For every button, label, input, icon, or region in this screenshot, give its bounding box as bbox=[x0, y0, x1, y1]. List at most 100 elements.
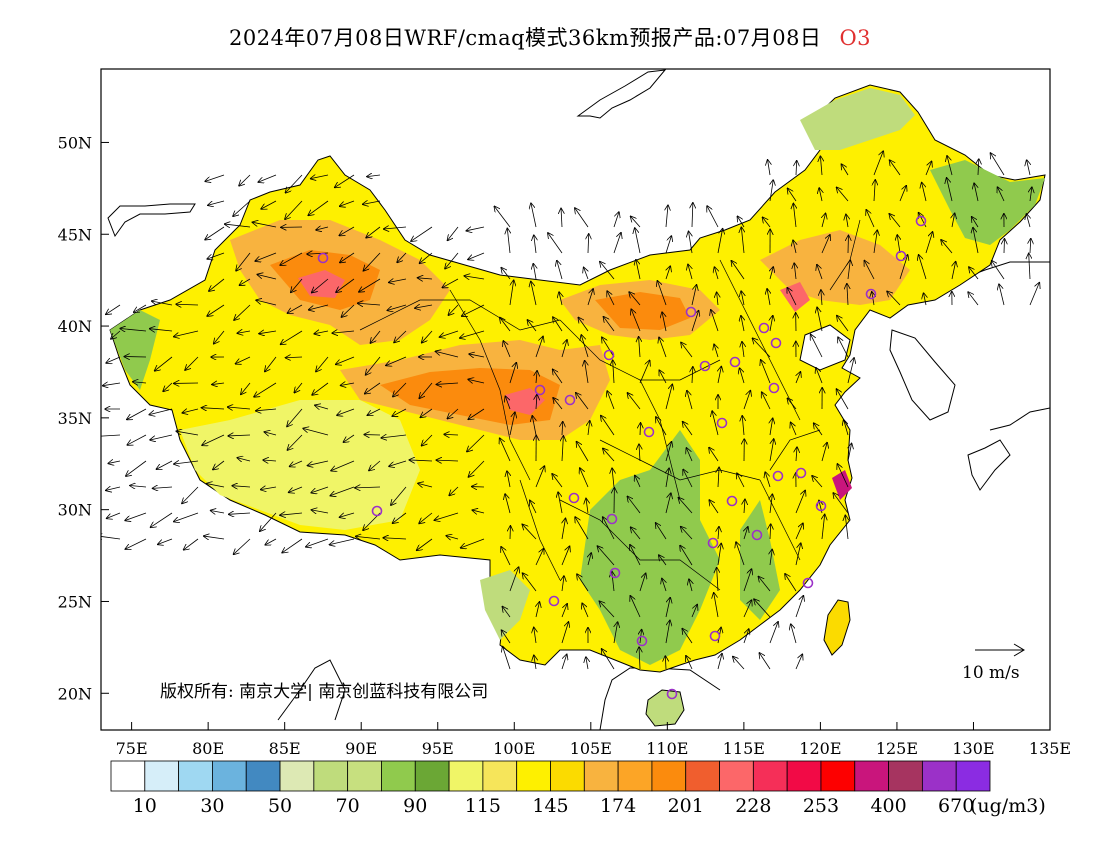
city-marker bbox=[371, 505, 383, 517]
legend-swatch bbox=[245, 760, 281, 792]
legend-swatch bbox=[719, 760, 754, 792]
wind-arrow bbox=[156, 460, 173, 469]
wind-arrow bbox=[260, 512, 277, 531]
wind-arrow bbox=[204, 536, 225, 539]
wind-arrow bbox=[468, 379, 485, 383]
legend-swatch bbox=[921, 760, 957, 792]
wind-arrow bbox=[341, 383, 355, 385]
wind-arrow bbox=[365, 382, 381, 394]
wind-arrow bbox=[691, 311, 699, 332]
wind-arrow bbox=[155, 356, 173, 371]
city-marker bbox=[609, 567, 621, 579]
colorbar-legend: 10 30 50 70 90 115 145 174 201 228 253 400 670 bbox=[110, 760, 991, 817]
wind-arrow bbox=[468, 408, 485, 419]
wind-arrow bbox=[494, 206, 511, 228]
wind-arrow bbox=[874, 180, 875, 202]
wind-arrow bbox=[502, 607, 511, 618]
wind-arrow bbox=[627, 393, 641, 410]
wind-arrow bbox=[627, 496, 641, 514]
wind-arrow bbox=[561, 546, 570, 566]
wind-arrow bbox=[370, 330, 381, 343]
wind-arrow bbox=[1027, 160, 1030, 176]
wind-arrow bbox=[769, 439, 774, 462]
city-marker bbox=[606, 513, 618, 525]
wind-arrow bbox=[577, 574, 589, 592]
wind-arrow bbox=[291, 278, 303, 292]
city-marker bbox=[758, 322, 770, 334]
wind-arrow bbox=[770, 316, 773, 332]
wind-arrow bbox=[207, 484, 225, 487]
wind-arrow bbox=[522, 524, 537, 540]
city-marker bbox=[707, 537, 719, 549]
wind-arrow bbox=[744, 527, 748, 540]
legend-swatch bbox=[110, 760, 146, 792]
wind-arrow bbox=[635, 228, 641, 254]
wind-arrow bbox=[505, 494, 511, 514]
wind-arrow bbox=[152, 301, 173, 306]
wind-arrow bbox=[468, 460, 485, 477]
wind-arrow bbox=[837, 316, 849, 332]
wind-arrow bbox=[613, 212, 619, 228]
wind-arrow bbox=[559, 292, 562, 306]
wind-arrow bbox=[821, 443, 827, 462]
wind-arrow bbox=[709, 500, 719, 514]
wind-arrow bbox=[659, 370, 667, 384]
wind-arrow bbox=[767, 289, 770, 306]
wind-arrow bbox=[758, 577, 771, 592]
wind-arrow bbox=[588, 421, 590, 436]
wind-arrow bbox=[922, 183, 927, 202]
wind-arrow bbox=[434, 512, 459, 520]
wind-arrow bbox=[889, 214, 901, 228]
wind-arrow bbox=[501, 268, 511, 280]
wind-arrow bbox=[125, 512, 147, 520]
legend-swatch bbox=[144, 760, 180, 792]
wind-arrow bbox=[974, 183, 978, 202]
wind-arrow bbox=[285, 200, 303, 219]
wind-arrow bbox=[562, 518, 565, 540]
wind-arrow bbox=[394, 330, 407, 343]
wind-arrow bbox=[791, 624, 797, 644]
legend-swatch bbox=[583, 760, 619, 792]
city-marker bbox=[729, 356, 741, 368]
legend-swatch bbox=[313, 760, 349, 792]
wind-arrow bbox=[237, 458, 251, 461]
wind-arrow bbox=[336, 356, 355, 364]
wind-arrow bbox=[285, 174, 303, 193]
city-marker bbox=[795, 467, 807, 479]
city-marker bbox=[643, 426, 655, 438]
wind-arrow bbox=[185, 356, 199, 370]
wind-arrow bbox=[582, 603, 589, 618]
wind-arrow bbox=[536, 602, 539, 618]
wind-arrow bbox=[770, 524, 771, 540]
wind-arrow bbox=[897, 235, 900, 254]
wind-arrow bbox=[597, 546, 615, 566]
wind-arrow bbox=[718, 467, 719, 488]
lon-tick-label: 80E bbox=[192, 739, 224, 758]
wind-arrow bbox=[436, 383, 459, 384]
wind-arrow bbox=[150, 434, 173, 440]
legend-swatch bbox=[651, 760, 687, 792]
wind-arrow bbox=[612, 571, 614, 592]
wind-arrow bbox=[575, 208, 589, 228]
wind-arrow bbox=[397, 252, 407, 262]
wind-arrow bbox=[762, 217, 771, 228]
wind-arrow bbox=[924, 293, 926, 306]
wind-arrow bbox=[990, 153, 1005, 176]
wind-arrow bbox=[795, 491, 805, 514]
wind-vector-layer bbox=[101, 151, 1040, 670]
wind-arrow bbox=[509, 363, 516, 384]
wind-arrow bbox=[127, 408, 147, 419]
wind-arrow bbox=[899, 255, 908, 280]
wind-arrow bbox=[265, 538, 277, 545]
wind-arrow bbox=[665, 656, 666, 670]
wind-arrow bbox=[535, 336, 543, 358]
lon-tick-label: 135E bbox=[1029, 739, 1071, 758]
wind-arrow bbox=[787, 398, 797, 410]
wind-arrow bbox=[737, 473, 745, 488]
wind-arrow bbox=[500, 318, 511, 332]
wind-arrow bbox=[795, 523, 803, 540]
wind-arrow bbox=[363, 201, 381, 204]
wind-arrow bbox=[531, 203, 537, 228]
wind-arrow bbox=[795, 543, 801, 566]
wind-arrow bbox=[791, 422, 797, 436]
